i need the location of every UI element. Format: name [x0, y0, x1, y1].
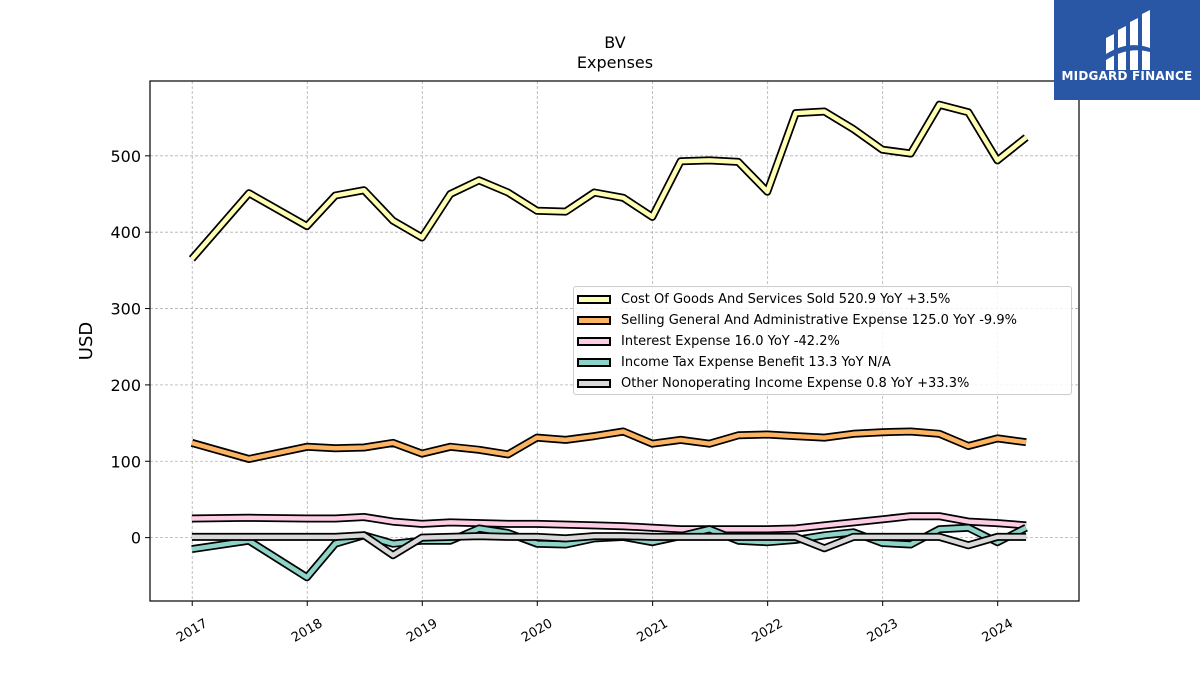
y-tick-label: 200: [110, 376, 141, 395]
y-axis-label: USD: [76, 322, 97, 360]
x-tick-label: 2020: [519, 616, 555, 646]
x-tick-label: 2017: [174, 616, 210, 646]
legend-label: Other Nonoperating Income Expense 0.8 Yo…: [621, 376, 970, 391]
legend-label: Interest Expense 16.0 YoY -42.2%: [621, 334, 840, 349]
legend-item: Cost Of Goods And Services Sold 520.9 Yo…: [574, 289, 1071, 310]
legend-label: Selling General And Administrative Expen…: [621, 313, 1017, 328]
logo-brand-name: MIDGARD FINANCE: [1061, 69, 1193, 83]
y-tick-label: 300: [110, 300, 141, 319]
legend-item: Other Nonoperating Income Expense 0.8 Yo…: [574, 373, 1071, 394]
legend-label: Income Tax Expense Benefit 13.3 YoY N/A: [621, 355, 891, 370]
x-tick-label: 2023: [865, 616, 901, 646]
x-tick-label: 2021: [635, 616, 671, 646]
x-tick-label: 2018: [289, 616, 325, 646]
plot-frame: [149, 80, 1080, 602]
y-tick-label: 0: [131, 529, 141, 548]
y-tick-label: 500: [110, 147, 141, 166]
legend-item: Interest Expense 16.0 YoY -42.2%: [574, 331, 1071, 352]
series-line-outline: [188, 100, 1029, 262]
y-tick-label: 400: [110, 223, 141, 242]
series-line: [190, 102, 1028, 261]
logo-mark-icon: [1106, 10, 1150, 70]
chart-subtitle: Expenses: [577, 53, 653, 72]
x-tick-label: 2022: [750, 616, 786, 646]
series-line: [191, 533, 1027, 558]
legend-swatch: [577, 379, 611, 388]
chart-legend: Cost Of Goods And Services Sold 520.9 Yo…: [573, 286, 1072, 395]
legend-item: Income Tax Expense Benefit 13.3 YoY N/A: [574, 352, 1071, 373]
x-tick-label: 2024: [980, 616, 1016, 646]
brand-logo: MIDGARD FINANCE: [1054, 0, 1200, 100]
legend-label: Cost Of Goods And Services Sold 520.9 Yo…: [621, 292, 951, 307]
y-tick-label: 100: [110, 452, 141, 471]
legend-swatch: [577, 295, 611, 304]
legend-item: Selling General And Administrative Expen…: [574, 310, 1071, 331]
legend-swatch: [577, 337, 611, 346]
x-tick-label: 2019: [404, 616, 440, 646]
chart-title: BV: [604, 33, 625, 52]
series-line: [191, 429, 1027, 462]
legend-swatch: [577, 316, 611, 325]
series-line: [191, 513, 1027, 532]
legend-swatch: [577, 358, 611, 367]
